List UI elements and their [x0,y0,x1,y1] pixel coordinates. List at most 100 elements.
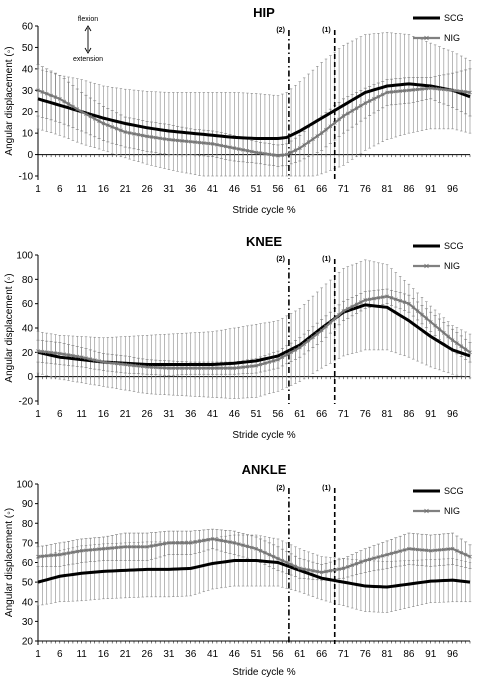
series-point-nig [193,140,197,144]
series-point-nig [463,347,468,352]
y-tick-label: 60 [22,22,34,33]
series-point-nig [92,358,97,362]
series-point-nig [363,101,368,105]
series-point-nig [393,89,398,94]
x-tick-label: 66 [316,409,328,420]
series-point-nig [223,366,228,370]
series-point-nig [324,127,328,132]
series-point-nig [188,139,193,144]
series-point-nig [114,361,119,366]
series-point-nig [119,362,123,366]
y-tick-label: 30 [22,86,34,97]
series-point-nig [210,142,215,146]
x-tick-label: 61 [294,184,306,195]
series-point-nig [463,552,468,557]
x-axis-label: Stride cycle % [232,667,295,678]
series-point-nig [433,548,437,553]
series-point-nig [380,92,385,97]
series-point-nig [289,350,293,355]
series-point-nig [280,558,285,563]
x-tick-label: 96 [447,184,459,195]
x-tick-label: 31 [163,649,175,660]
series-point-nig [75,107,80,111]
x-tick-label: 81 [382,184,394,195]
series-point-nig [302,567,307,572]
x-tick-label: 41 [207,409,219,420]
series-point-nig [215,537,219,542]
x-tick-label: 36 [185,409,197,420]
series-point-nig [136,364,141,368]
series-point-nig [127,544,132,549]
x-tick-label: 26 [142,184,154,195]
series-point-nig [153,365,158,370]
series-point-nig [367,99,372,103]
series-point-nig [289,150,293,155]
series-point-nig [171,138,176,142]
series-point-nig [158,136,163,141]
series-point-nig [450,88,455,93]
series-point-nig [345,111,350,116]
series-point-nig [345,306,350,311]
series-point-nig [376,94,381,99]
series-point-nig [302,342,307,346]
series-point-nig [407,546,411,551]
x-tick-label: 1 [35,184,41,195]
x-tick-label: 21 [120,649,132,660]
x-tick-label: 76 [360,184,372,195]
series-point-nig [232,146,237,150]
x-tick-label: 31 [163,184,175,195]
series-point-nig [380,295,385,299]
series-line-nig [37,87,471,157]
series-point-nig [149,135,154,139]
series-point-nig [140,364,145,369]
series-point-nig [293,564,298,569]
series-point-nig [201,538,206,543]
series-point-nig [389,295,394,300]
x-tick-label: 21 [120,409,132,420]
series-point-nig [306,140,311,144]
series-point-nig [44,350,49,354]
series-point-nig [97,119,101,123]
series-point-nig [88,548,93,552]
series-point-nig [437,327,442,332]
legend-marker [424,508,429,514]
series-point-nig [328,568,333,573]
series-point-nig [284,352,289,357]
series-point-nig [468,554,472,559]
legend-label-scg: SCG [444,241,464,251]
series-line-nig [37,537,471,574]
series-point-nig [271,359,276,363]
series-point-nig [110,361,115,365]
x-tick-label: 56 [272,649,284,660]
x-tick-label: 46 [229,649,241,660]
series-point-nig [223,144,228,149]
series-point-nig [367,557,372,562]
series-point-nig [40,349,45,354]
y-tick-label: -10 [19,172,34,183]
series-point-nig [101,360,106,364]
series-point-nig [123,130,128,134]
series-point-nig [420,87,424,91]
series-point-nig [398,89,403,93]
series-point-nig [437,548,442,552]
series-point-nig [254,546,259,551]
series-point-nig [162,541,167,546]
series-point-nig [188,541,193,545]
y-tick-label: 0 [27,372,33,383]
series-line-scg [37,82,471,140]
x-tick-label: 61 [294,409,306,420]
series-point-nig [306,338,311,343]
series-point-nig [127,363,132,367]
series-point-nig [105,360,110,365]
series-point-nig [271,554,276,559]
series-point-nig [184,139,189,144]
series-point-nig [66,551,71,555]
chart-title: HIP [253,5,275,20]
series-point-nig [420,548,424,552]
phase-marker-label: (1) [322,485,331,492]
series-point-nig [158,365,163,370]
series-point-nig [385,294,389,299]
series-point-nig [49,553,53,558]
series-point-nig [428,548,433,553]
